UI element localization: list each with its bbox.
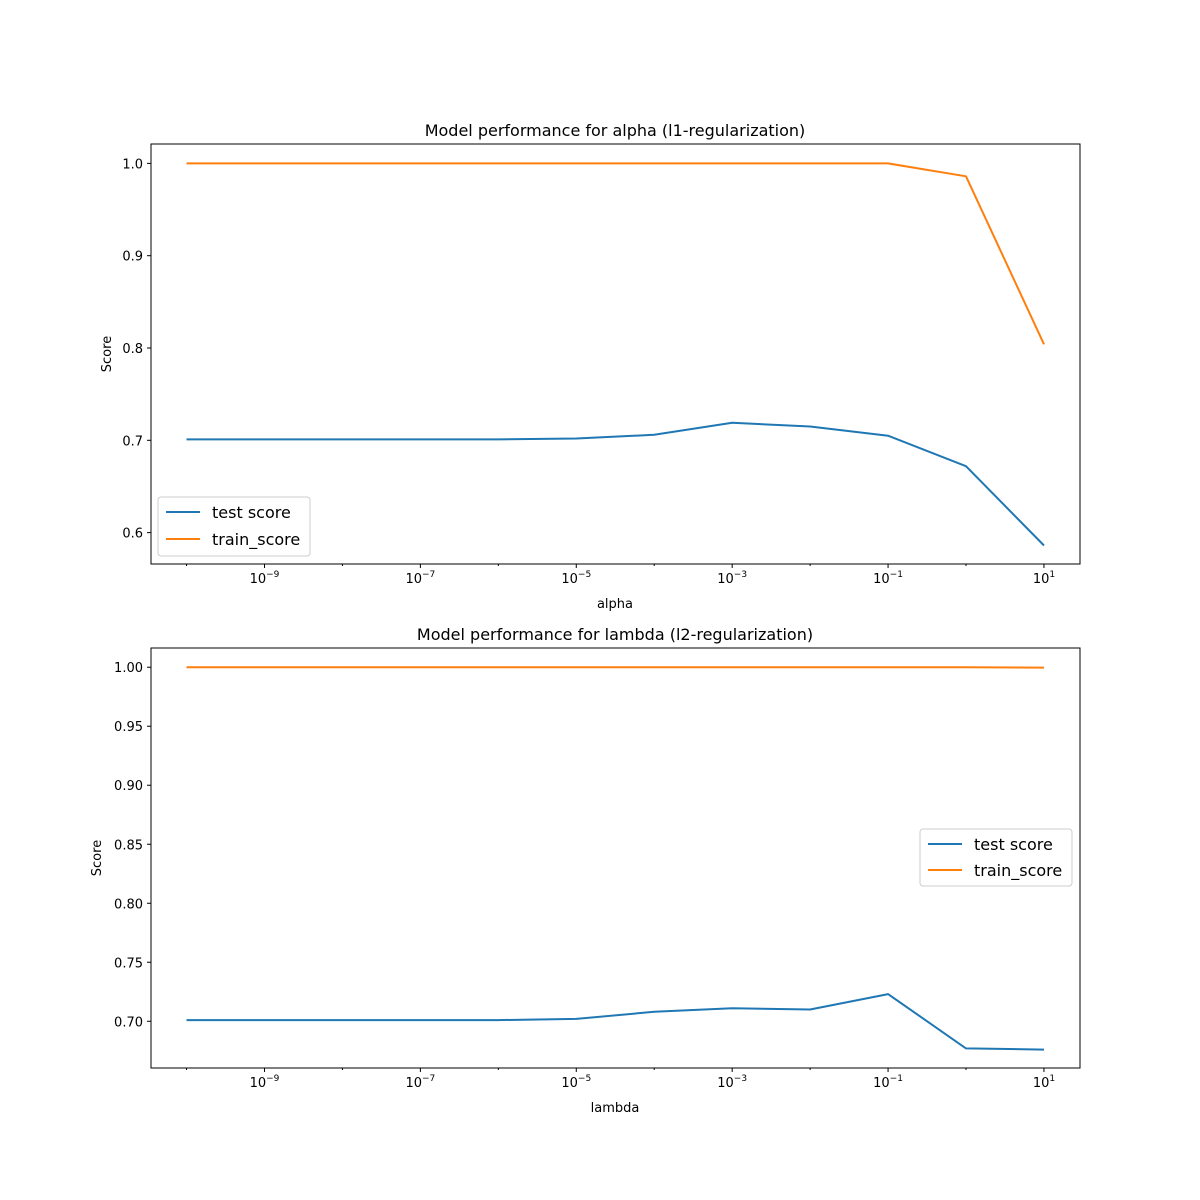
y-tick-label: 0.90 xyxy=(114,779,143,794)
x-axis-label: lambda xyxy=(591,1101,640,1116)
chart-lambda: Model performance for lambda (l2-regular… xyxy=(90,625,1081,1116)
plot-area: 10−9 10−7 10−5 10−3 10−1 101 0.6 0.7 0.8 0.9 1.0 xyxy=(122,157,1055,587)
x-tick-label: 10−5 xyxy=(561,570,591,587)
x-tick-label: 10−3 xyxy=(717,1074,747,1091)
series-line-test-score xyxy=(186,421,1045,547)
x-tick-label: 10−3 xyxy=(717,570,747,587)
chart-alpha: Model performance for alpha (l1-regulari… xyxy=(100,121,1081,612)
x-tick-label: 10−7 xyxy=(405,1074,435,1091)
axes-frame xyxy=(150,143,1081,565)
x-tick-label: 10−1 xyxy=(873,570,903,587)
x-tick-label: 101 xyxy=(1033,570,1055,587)
x-axis-label: alpha xyxy=(597,597,633,612)
chart-title: Model performance for lambda (l2-regular… xyxy=(417,625,813,644)
y-tick-label: 0.8 xyxy=(122,342,143,357)
x-tick-label: 10−5 xyxy=(561,1074,591,1091)
legend-label-train: train_score xyxy=(212,530,300,550)
legend-label-train: train_score xyxy=(974,861,1062,881)
series-line-train-score xyxy=(186,162,1045,345)
legend-label-test: test score xyxy=(974,835,1053,854)
y-tick-label: 0.95 xyxy=(114,720,143,735)
y-tick-label: 1.0 xyxy=(122,157,143,172)
chart-title: Model performance for alpha (l1-regulari… xyxy=(425,121,806,140)
series-line-test-score xyxy=(186,993,1045,1051)
y-tick-label: 0.6 xyxy=(122,527,143,542)
x-tick-label: 10−7 xyxy=(405,570,435,587)
y-tick-label: 0.70 xyxy=(114,1015,143,1030)
legend: test score train_score xyxy=(157,496,311,557)
x-tick-label: 10−1 xyxy=(873,1074,903,1091)
legend-label-test: test score xyxy=(212,503,291,522)
axes-frame xyxy=(150,647,1081,1069)
y-tick-label: 0.80 xyxy=(114,897,143,912)
y-tick-label: 1.00 xyxy=(114,661,143,676)
plot-area: 10−9 10−7 10−5 10−3 10−1 101 0.70 0.75 0.80 0.85 0… xyxy=(114,661,1055,1091)
y-axis-label: Score xyxy=(90,840,105,876)
y-tick-label: 0.85 xyxy=(114,838,143,853)
legend: test score train_score xyxy=(919,828,1073,887)
x-tick-label: 10−9 xyxy=(250,1074,280,1091)
y-axis-label: Score xyxy=(100,336,115,372)
y-tick-label: 0.7 xyxy=(122,434,143,449)
x-tick-label: 10−9 xyxy=(250,570,280,587)
y-tick-label: 0.75 xyxy=(114,956,143,971)
y-tick-label: 0.9 xyxy=(122,250,143,265)
x-tick-label: 101 xyxy=(1033,1074,1055,1091)
